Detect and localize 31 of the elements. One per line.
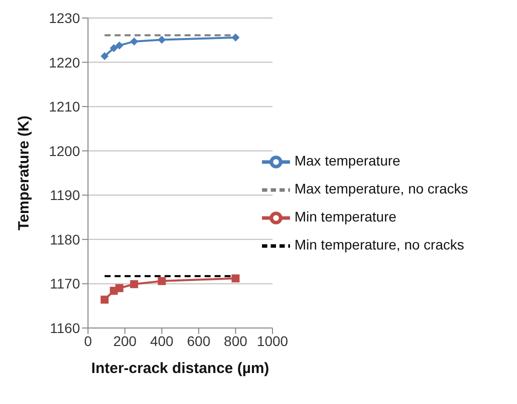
x-axis-title: Inter-crack distance (µm) — [91, 360, 270, 377]
point — [100, 296, 109, 304]
point — [130, 37, 138, 46]
point — [130, 280, 138, 288]
point — [232, 274, 240, 282]
point — [232, 33, 240, 42]
y-tick-label: 1200 — [48, 142, 80, 159]
point — [100, 52, 109, 60]
y-tick-label: 1170 — [50, 276, 80, 292]
x-tick-label: 400 — [150, 332, 174, 349]
y-tick-label: 1160 — [50, 320, 80, 336]
y-tick-label: 1230 — [48, 10, 80, 26]
y-tick-label: 1190 — [50, 187, 80, 204]
point — [158, 36, 166, 44]
y-tick-label: 1220 — [48, 54, 80, 70]
point — [115, 41, 124, 50]
y-tick-label: 1180 — [50, 231, 80, 248]
x-tick-label: 200 — [113, 332, 137, 349]
x-tick-label: 0 — [84, 332, 92, 349]
legend-label: Min temperature — [294, 208, 396, 225]
x-tick-label: 600 — [187, 332, 211, 349]
legend-label: Max temperature — [294, 152, 400, 169]
point — [115, 284, 124, 292]
legend-label: Min temperature, no cracks — [294, 236, 464, 253]
x-tick-label: 800 — [224, 332, 248, 349]
x-tick-label: 1000 — [256, 332, 288, 349]
y-axis-title: Temperature (K) — [15, 116, 32, 230]
point — [110, 44, 118, 52]
y-tick-label: 1210 — [48, 98, 80, 115]
legend-label: Max temperature, no cracks — [294, 180, 468, 197]
point — [158, 277, 166, 286]
